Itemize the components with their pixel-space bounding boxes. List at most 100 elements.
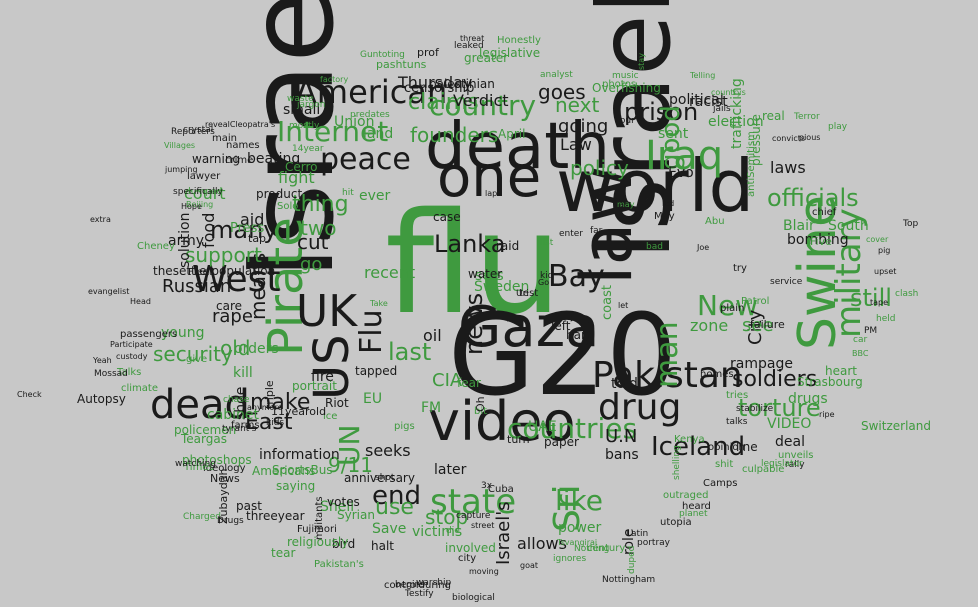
word-283: revealCleopatra's	[205, 120, 276, 129]
word-21: American	[295, 73, 448, 111]
word-77: zone	[690, 316, 729, 335]
word-208: shit	[715, 459, 734, 470]
word-212: planet	[679, 509, 708, 519]
word-89: allows	[517, 534, 567, 553]
word-181: raid	[496, 239, 520, 253]
word-12: dead	[150, 382, 250, 428]
word-311: Abu	[705, 216, 725, 227]
word-137: antiSemitism	[746, 131, 757, 197]
word-182: test	[519, 288, 539, 299]
word-246: religiously	[287, 535, 349, 549]
word-63: thing	[292, 192, 349, 217]
word-37: many	[210, 216, 278, 244]
word-141: names	[226, 140, 260, 151]
word-173: left	[551, 319, 571, 333]
word-309: BBC	[852, 349, 869, 358]
word-144: lawyer	[187, 171, 221, 182]
word-38: end	[372, 481, 421, 511]
word-254: farms	[231, 420, 260, 431]
word-16: UK	[296, 286, 358, 337]
word-261: halt	[371, 539, 394, 553]
word-157: Participate	[110, 340, 153, 349]
word-13: Iraq	[645, 133, 724, 179]
word-67: next	[555, 93, 600, 117]
word-235: bird	[332, 537, 356, 551]
word-255: chase	[223, 395, 250, 405]
word-30: man	[650, 321, 685, 388]
word-83: Americans	[252, 464, 316, 478]
word-114: solution	[177, 212, 193, 268]
word-103: kill	[233, 365, 253, 381]
word-88: involved	[445, 541, 496, 555]
word-113: Union	[334, 114, 375, 130]
word-205: rally	[785, 460, 805, 470]
word-175: coast	[600, 285, 615, 320]
word-123: told	[611, 376, 638, 392]
word-317: tap	[248, 232, 267, 245]
word-241: Charged	[183, 512, 222, 522]
word-154: climate	[121, 383, 158, 394]
word-94: beating	[247, 151, 301, 167]
word-189: let	[618, 301, 629, 310]
word-145: dumped	[185, 187, 223, 197]
word-161: evangelist	[88, 287, 130, 296]
word-55: Israel's	[493, 501, 514, 565]
word-78: VIDEO	[767, 416, 812, 432]
word-294: countrys	[711, 88, 746, 97]
word-11: Pakistan	[592, 355, 743, 396]
word-222: ignores	[553, 554, 587, 564]
word-274: Honestly	[497, 35, 541, 46]
word-240: ideology	[203, 463, 246, 474]
word-238: past	[236, 499, 262, 513]
word-287: jumping	[165, 165, 198, 174]
word-308: ripe	[819, 410, 835, 419]
word-71: Law	[560, 135, 592, 154]
word-142: main	[212, 133, 237, 144]
word-62: see	[742, 315, 774, 336]
word-80: rampage	[730, 356, 793, 372]
word-90: power	[558, 520, 602, 536]
word-18: West	[192, 259, 281, 300]
word-146: Beijing	[186, 200, 214, 209]
word-110: ever	[359, 188, 391, 204]
word-124: bans	[605, 447, 639, 463]
word-177: Sweden	[474, 279, 530, 295]
word-100: food	[199, 212, 218, 248]
word-277: photos	[602, 79, 637, 90]
word-207: legislator	[761, 459, 803, 469]
word-266: threat	[460, 34, 485, 43]
word-252: tyrant's	[222, 424, 257, 434]
word-117: fire	[311, 369, 334, 385]
word-230: Testify	[405, 589, 434, 599]
word-105: cabinet	[207, 407, 260, 423]
word-54: 9/11	[328, 453, 373, 477]
word-139: sent	[658, 126, 689, 142]
word-184: Go	[538, 278, 550, 287]
word-304: cover	[866, 235, 889, 244]
word-247: tear	[271, 546, 296, 560]
word-292: mostly	[289, 121, 320, 131]
word-214: utopia	[660, 517, 692, 528]
word-199: talks	[726, 417, 748, 427]
word-143: crime	[225, 155, 254, 166]
word-185: kid	[540, 271, 554, 281]
word-242: Drugs	[217, 516, 244, 526]
word-204: unveils	[778, 450, 814, 461]
word-34: Iceland	[651, 432, 746, 462]
word-106: policemen	[174, 423, 237, 437]
word-136: chief	[812, 207, 837, 218]
word-243: Zubaydah	[217, 468, 230, 524]
word-300: Top	[903, 219, 919, 229]
word-20: peace	[320, 142, 411, 177]
word-193: plain	[720, 303, 745, 314]
word-85: Shell	[320, 499, 355, 515]
word-176: sets	[475, 268, 504, 284]
word-162: Cheney	[137, 241, 175, 252]
word-52: use	[375, 495, 414, 520]
word-248: Pakistan's	[314, 559, 364, 570]
word-47: claims	[408, 90, 479, 115]
word-153: Talks	[117, 367, 142, 378]
word-314: may	[617, 200, 635, 209]
word-131: election	[708, 114, 764, 130]
